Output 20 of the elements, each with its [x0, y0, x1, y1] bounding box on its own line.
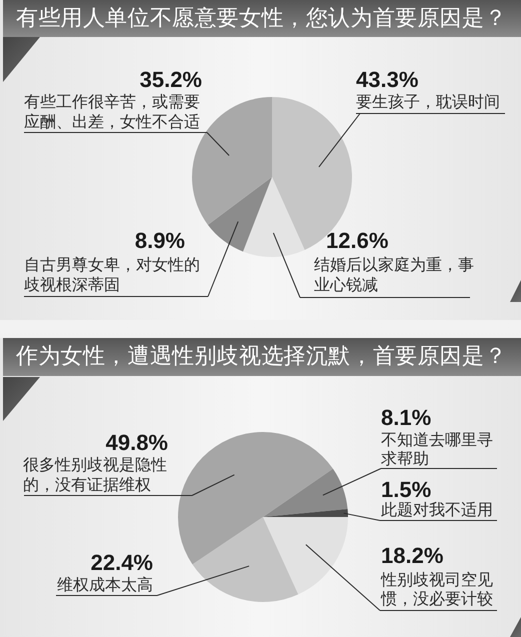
data-label: 22.4% [90, 550, 153, 575]
chart-title: 有些用人单位不愿意要女性，您认为首要原因是？ [16, 6, 507, 32]
data-label: 18.2% [381, 543, 444, 568]
slice-label: 很多性别歧视是隐性的，没有证据维权 [23, 455, 167, 494]
data-label: 12.6% [326, 228, 388, 253]
slice-label: 此题对我不适用 [381, 500, 493, 519]
slice-label: 结婚后以家庭为重，事业心锐减 [314, 255, 474, 294]
data-label: 35.2% [140, 67, 202, 92]
slice-label: 有些工作很辛苦，或需要应酬、出差，女性不合适 [24, 92, 200, 131]
data-label: 43.3% [356, 67, 418, 92]
data-label: 49.8% [106, 430, 168, 455]
slice-label: 维权成本太高 [57, 575, 153, 594]
slice-label: 不知道去哪里寻求帮助 [381, 430, 493, 468]
slice-label: 要生孩子，耽误时间 [356, 92, 500, 111]
chart-title: 作为女性，遭遇性别歧视选择沉默，首要原因是？ [16, 344, 507, 370]
slice-label: 性别歧视司空见惯，没必要计较 [380, 570, 493, 608]
slice-label: 自古男尊女卑，对女性的歧视根深蒂固 [24, 255, 200, 294]
data-label: 8.1% [381, 405, 432, 430]
data-label: 1.5% [381, 477, 432, 502]
data-label: 8.9% [134, 228, 185, 253]
